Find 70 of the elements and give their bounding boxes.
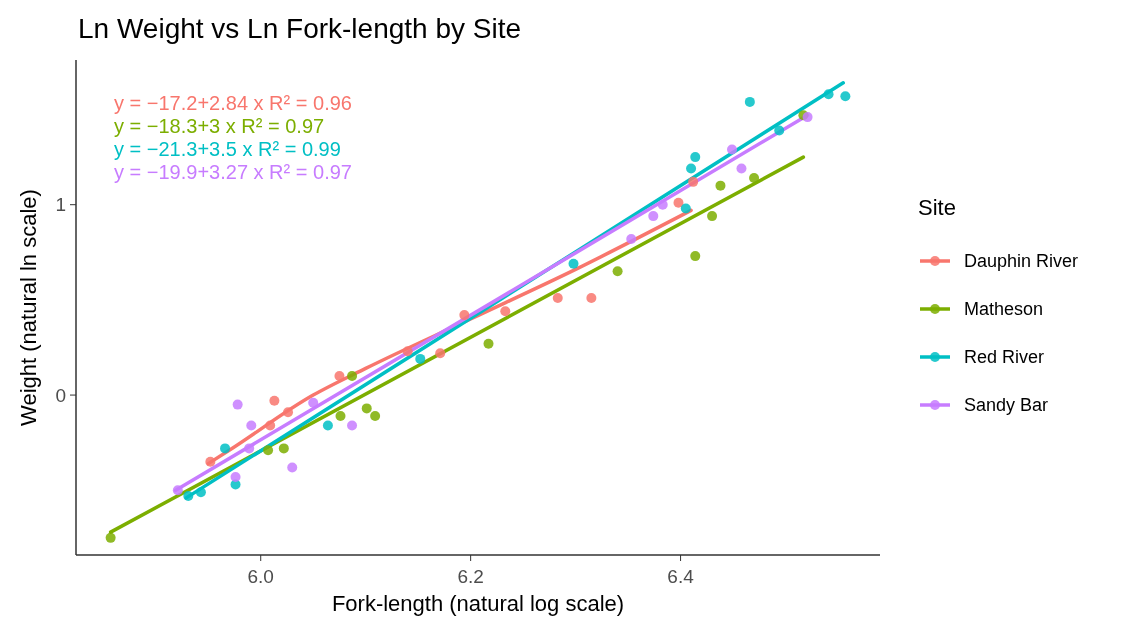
point [648,211,659,222]
point [657,199,668,210]
point [232,399,243,410]
legend-label: Dauphin River [964,251,1079,272]
point [744,96,755,107]
point [361,403,372,414]
point [269,395,280,406]
point [727,144,738,155]
point [823,89,834,100]
point [568,258,579,269]
legend-title: Site [918,195,956,220]
point [265,420,276,431]
point [483,338,494,349]
y-tick-label: 0 [55,384,66,406]
point [459,310,470,321]
point [347,371,358,382]
point [715,180,726,191]
point [308,397,319,408]
point [195,487,206,498]
legend-label: Sandy Bar [964,395,1049,416]
y-axis-title: Weight (natural ln scale) [16,189,41,426]
point [680,203,691,214]
point [673,197,684,208]
point [415,353,426,364]
point [283,407,294,418]
point [802,112,813,123]
x-tick-label: 6.0 [247,566,274,587]
point [690,152,701,163]
point [612,266,623,277]
point [335,411,346,422]
point [749,173,760,184]
point [707,211,718,222]
annotation: y = −18.3+3 x R² = 0.97 [114,115,325,137]
point [347,420,358,431]
x-tick-label: 6.2 [457,566,484,587]
annotation: y = −17.2+2.84 x R² = 0.96 [114,92,352,114]
point [370,411,381,422]
point [552,292,563,303]
point [774,125,785,136]
point [626,233,637,244]
point [172,485,183,496]
point [500,306,511,317]
chart-title: Ln Weight vs Ln Fork-length by Site [78,13,522,44]
y-tick-label: 1 [55,194,66,216]
point [334,371,345,382]
point [586,292,597,303]
x-tick-label: 6.4 [667,566,695,587]
point [736,163,747,174]
point [246,420,257,431]
point [244,443,255,454]
point [690,251,701,262]
point [686,163,697,174]
point [220,443,231,454]
point [435,348,446,359]
annotation: y = −19.9+3.27 x R² = 0.97 [114,161,352,183]
point [105,532,116,543]
x-axis-title: Fork-length (natural log scale) [331,591,625,616]
point [263,445,274,456]
point [278,443,289,454]
point [205,456,216,467]
annotation: y = −21.3+3.5 x R² = 0.99 [114,138,341,160]
point [840,91,851,102]
point [230,471,241,482]
point [402,346,413,357]
legend-label: Matheson [964,299,1044,320]
point [688,176,699,187]
point [287,462,298,473]
point [322,420,333,431]
point [183,490,194,501]
legend-label: Red River [964,347,1045,368]
